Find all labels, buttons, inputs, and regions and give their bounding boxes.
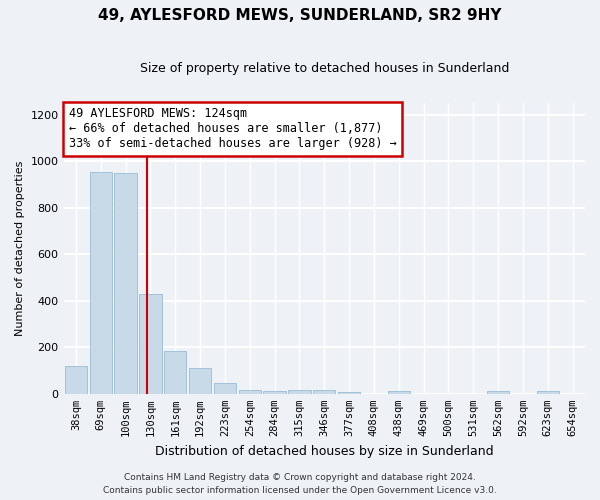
Bar bbox=[164, 351, 187, 394]
Bar bbox=[536, 392, 559, 394]
Bar bbox=[89, 172, 112, 394]
Bar bbox=[214, 384, 236, 394]
Bar bbox=[115, 173, 137, 394]
Bar bbox=[288, 390, 311, 394]
Bar bbox=[338, 392, 360, 394]
Bar bbox=[139, 294, 161, 394]
Bar bbox=[189, 368, 211, 394]
Bar bbox=[263, 391, 286, 394]
X-axis label: Distribution of detached houses by size in Sunderland: Distribution of detached houses by size … bbox=[155, 444, 494, 458]
Bar bbox=[313, 390, 335, 394]
Text: 49, AYLESFORD MEWS, SUNDERLAND, SR2 9HY: 49, AYLESFORD MEWS, SUNDERLAND, SR2 9HY bbox=[98, 8, 502, 22]
Text: 49 AYLESFORD MEWS: 124sqm
← 66% of detached houses are smaller (1,877)
33% of se: 49 AYLESFORD MEWS: 124sqm ← 66% of detac… bbox=[69, 108, 397, 150]
Y-axis label: Number of detached properties: Number of detached properties bbox=[15, 160, 25, 336]
Bar bbox=[239, 390, 261, 394]
Text: Contains HM Land Registry data © Crown copyright and database right 2024.
Contai: Contains HM Land Registry data © Crown c… bbox=[103, 474, 497, 495]
Bar bbox=[65, 366, 87, 394]
Bar bbox=[388, 392, 410, 394]
Bar bbox=[487, 392, 509, 394]
Title: Size of property relative to detached houses in Sunderland: Size of property relative to detached ho… bbox=[140, 62, 509, 76]
